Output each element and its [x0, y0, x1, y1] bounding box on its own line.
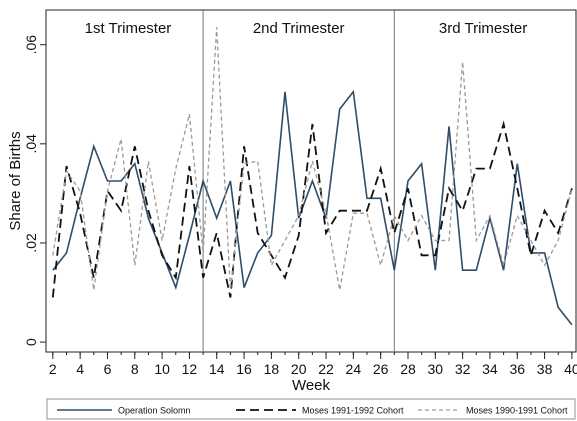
- x-tick-label: 34: [482, 361, 498, 377]
- y-tick-label: .06: [23, 35, 39, 55]
- x-tick-label: 26: [373, 361, 389, 377]
- series-layer: [51, 27, 573, 326]
- x-tick-label: 8: [131, 361, 139, 377]
- trimester-label: 2nd Trimester: [253, 20, 345, 37]
- x-tick-label: 22: [318, 361, 334, 377]
- x-tick-label: 28: [400, 361, 416, 377]
- x-tick-label: 38: [537, 361, 553, 377]
- x-tick-label: 40: [564, 361, 577, 377]
- y-axis-title: Share of Births: [7, 131, 24, 230]
- legend-label-2: Moses 1991-1992 Cohort: [302, 406, 404, 416]
- y-tick-label: 0: [23, 338, 39, 346]
- series-line-3: [52, 27, 573, 291]
- trimester-labels: 1st Trimester 2nd Trimester 3rd Trimester: [85, 20, 528, 37]
- plot-border: [45, 9, 577, 353]
- legend: Operation Solomn Moses 1991-1992 Cohort Mo…: [46, 398, 576, 420]
- legend-label-3: Moses 1990-1991 Cohort: [466, 406, 568, 416]
- plot-frame: [45, 9, 577, 353]
- legend-label-1: Operation Solomn: [118, 406, 191, 416]
- x-tick-label: 32: [455, 361, 471, 377]
- x-axis-title: Week: [292, 377, 331, 394]
- x-tick-label: 6: [104, 361, 112, 377]
- x-tick-label: 30: [428, 361, 444, 377]
- x-tick-label: 36: [509, 361, 525, 377]
- x-tick-label: 18: [264, 361, 280, 377]
- series-line-1: [52, 89, 573, 326]
- x-tick-label: 24: [346, 361, 362, 377]
- trimester-label: 3rd Trimester: [439, 20, 527, 37]
- x-tick-label: 14: [209, 361, 225, 377]
- x-tick-label: 4: [76, 361, 84, 377]
- x-tick-label: 12: [182, 361, 198, 377]
- y-axis: 0 .02 .04 .06: [23, 35, 46, 346]
- x-tick-label: 10: [154, 361, 170, 377]
- x-tick-label: 16: [236, 361, 252, 377]
- trimester-label: 1st Trimester: [85, 20, 172, 37]
- y-tick-label: .02: [23, 233, 39, 253]
- x-tick-label: 2: [49, 361, 57, 377]
- legend-box: [46, 398, 576, 420]
- y-tick-label: .04: [23, 134, 39, 154]
- series-line-2: [51, 120, 573, 298]
- x-axis: 2 4 6 8 10 12 14 16 18 20 22 24 26 28 30 32 34 36 38 40: [49, 352, 577, 377]
- x-tick-label: 20: [291, 361, 307, 377]
